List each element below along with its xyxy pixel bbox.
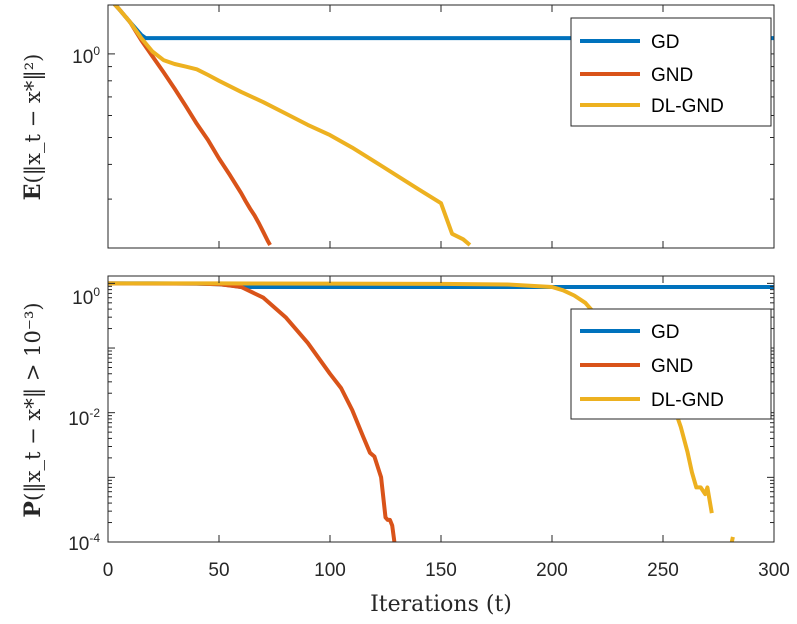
bottom-series-dl-gnd-tail-line (729, 536, 735, 542)
top-series-group (112, 5, 774, 247)
bottom-ytick-marks (108, 282, 774, 543)
bottom-ytick-label-1e-2: 10-2 (68, 406, 100, 430)
top-legend-label-dlgnd: DL-GND (651, 96, 724, 117)
top-legend: GD GND DL-GND (570, 17, 772, 127)
bottom-legend-label-gnd: GND (651, 356, 693, 377)
xtick-label-250: 250 (647, 560, 679, 581)
bottom-legend-label-dlgnd: DL-GND (651, 390, 724, 411)
bottom-plot-panel: 100 10-2 10-4 0 50 100 150 200 250 300 I… (20, 275, 790, 617)
top-legend-label-gd: GD (651, 32, 680, 53)
top-ytick-label-1: 100 (72, 44, 100, 68)
xtick-label-200: 200 (536, 560, 568, 581)
top-plot-panel: 100 E(‖x_t − x*‖²) GD GND DL-GND (20, 4, 775, 249)
top-series-dl-gnd-line (112, 5, 472, 247)
bottom-xlabel: Iterations (t) (370, 592, 512, 617)
xtick-label-100: 100 (314, 560, 346, 581)
bottom-xtick-marks (107, 276, 775, 542)
bottom-ytick-label-1e-4: 10-4 (68, 531, 100, 555)
top-ylabel: E(‖x_t − x*‖²) (20, 54, 46, 201)
top-legend-label-gnd: GND (651, 65, 693, 86)
bottom-legend-label-gd: GD (651, 322, 680, 343)
xtick-label-50: 50 (208, 560, 229, 581)
bottom-legend: GD GND DL-GND (570, 308, 772, 420)
top-xtick-marks (107, 5, 775, 248)
bottom-ytick-label-1e0: 100 (72, 285, 100, 309)
xtick-label-300: 300 (758, 560, 790, 581)
xtick-label-0: 0 (103, 560, 114, 581)
bottom-xtick-labels: 0 50 100 150 200 250 300 (103, 560, 790, 581)
bottom-series-gnd-line (108, 281, 397, 542)
bottom-ylabel: P(‖x_t − x*‖ > 10⁻³) (20, 302, 46, 517)
xtick-label-150: 150 (425, 560, 457, 581)
